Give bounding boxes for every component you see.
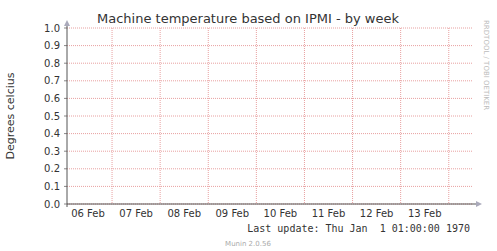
- chart: 0.0 0.1 0.2 0.3 0.4 0.5 0.6 0.7 0.8 0.9 1.0 06 Feb 0…: [0, 0, 497, 251]
- grid-line: [67, 98, 472, 99]
- grid-line: [256, 28, 257, 204]
- grid-line: [352, 28, 353, 204]
- grid-line: [67, 168, 472, 169]
- tick-label: 0.6: [44, 93, 60, 104]
- category-label: 13 Feb: [408, 208, 442, 219]
- grid-line: [400, 28, 401, 204]
- plot-area: [67, 28, 472, 204]
- category-label: 11 Feb: [312, 208, 346, 219]
- tick-label: 0.3: [44, 146, 60, 157]
- grid-line: [67, 133, 472, 134]
- grid-line: [112, 28, 113, 204]
- grid-line: [208, 28, 209, 204]
- grid-line: [160, 28, 161, 204]
- category-label: 12 Feb: [360, 208, 394, 219]
- grid-line: [67, 28, 472, 29]
- tick-label: 0.0: [44, 199, 60, 210]
- grid-line: [67, 80, 472, 81]
- category-label: 10 Feb: [264, 208, 298, 219]
- tick-label: 0.2: [44, 163, 60, 174]
- grid-line: [67, 116, 472, 117]
- tick-label: 0.5: [44, 111, 60, 122]
- tick-label: 0.8: [44, 58, 60, 69]
- grid-line: [448, 28, 449, 204]
- tick-label: 0.9: [44, 40, 60, 51]
- tick-label: 1.0: [44, 23, 60, 34]
- x-axis-arrow: [476, 201, 482, 207]
- tick-label: 0.4: [44, 128, 60, 139]
- tick-label: 0.7: [44, 75, 60, 86]
- grid-line: [67, 63, 472, 64]
- footer: Munin 2.0.56: [225, 240, 271, 248]
- grid-line: [67, 186, 472, 187]
- category-label: 09 Feb: [215, 208, 249, 219]
- watermark: RRDTOOL / TOBI OETIKER: [482, 20, 490, 110]
- grid-line: [67, 151, 472, 152]
- category-label: 06 Feb: [71, 208, 105, 219]
- y-axis-label: Degrees celcius: [4, 72, 17, 159]
- y-axis-arrow: [64, 20, 70, 26]
- category-label: 07 Feb: [119, 208, 153, 219]
- tick-label: 0.1: [44, 181, 60, 192]
- chart-root: 0.0 0.1 0.2 0.3 0.4 0.5 0.6 0.7 0.8 0.9 1.0 06 Feb 0…: [0, 0, 497, 251]
- title: Machine temperature based on IPMI - by w…: [97, 11, 399, 26]
- last-update: Last update: Thu Jan 1 01:00:00 1970: [247, 223, 470, 234]
- x-axis: [67, 204, 478, 205]
- grid-line: [67, 45, 472, 46]
- background: [0, 0, 497, 251]
- grid-line: [304, 28, 305, 204]
- category-label: 08 Feb: [167, 208, 201, 219]
- y-axis: [67, 22, 68, 207]
